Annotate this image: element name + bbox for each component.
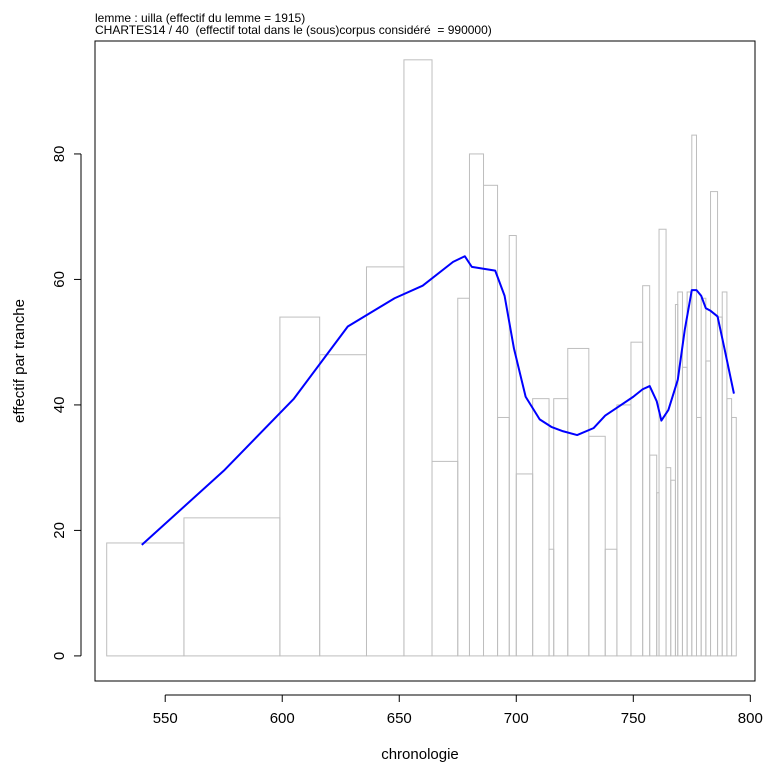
histogram-bar-16 (567, 347, 590, 657)
histogram-bar-0 (106, 542, 185, 657)
x-tick-label-550: 550 (153, 710, 178, 727)
histogram-bar-30 (686, 291, 693, 657)
plot-frame (94, 40, 756, 682)
histogram-bar-29 (681, 366, 688, 657)
x-tick-label-700: 700 (504, 710, 529, 727)
histogram-bar-5 (403, 59, 433, 657)
histogram-bar-17 (588, 435, 606, 657)
histogram-bar-31 (691, 134, 697, 657)
histogram-bar-33 (700, 297, 707, 657)
histogram-bar-7 (457, 297, 470, 657)
histogram-bar-24 (658, 228, 667, 657)
histogram-bar-34 (705, 360, 712, 657)
histogram-bar-4 (365, 266, 405, 657)
histogram-bar-20 (630, 341, 644, 657)
y-tick-label-0: 0 (51, 652, 68, 660)
x-tick-label-650: 650 (387, 710, 412, 727)
histogram-bar-11 (508, 235, 517, 657)
histogram-bar-26 (670, 479, 676, 657)
histogram-bar-36 (717, 316, 723, 657)
histogram-bar-13 (532, 398, 550, 657)
histogram-bar-18 (604, 548, 618, 657)
histogram-bar-19 (616, 404, 632, 657)
histogram-bar-32 (695, 416, 702, 657)
histogram-bar-2 (279, 316, 321, 657)
histogram-bar-22 (649, 454, 658, 657)
chart-title-line-1: lemme : uilla (effectif du lemme = 1915) (95, 11, 306, 25)
smooth-line-layer (141, 255, 735, 546)
histogram-bar-14 (548, 548, 555, 657)
x-tick-label-800: 800 (738, 710, 763, 727)
chart-title-line-2: CHARTES14 / 40 (effectif total dans le (… (95, 23, 492, 37)
y-tick-label-60: 60 (51, 271, 68, 288)
histogram-bar-21 (642, 285, 651, 657)
histogram-bar-9 (483, 184, 499, 657)
x-tick-label-750: 750 (621, 710, 646, 727)
histogram-bar-38 (726, 398, 733, 657)
x-tick-label-600: 600 (270, 710, 295, 727)
y-tick-label-40: 40 (51, 397, 68, 414)
y-axis-label: effectif par tranche (11, 299, 28, 423)
histogram-bar-3 (319, 354, 367, 657)
x-axis: 550 600 650 700 750 800 (153, 694, 763, 727)
histogram-bars (106, 59, 737, 657)
y-tick-label-80: 80 (51, 146, 68, 163)
histogram-bar-39 (731, 416, 737, 657)
histogram-bar-15 (553, 398, 569, 657)
histogram-bar-35 (710, 191, 719, 657)
y-axis: 0 20 40 60 80 (51, 146, 82, 660)
histogram-bar-12 (515, 473, 534, 657)
histogram-bar-10 (497, 416, 510, 657)
smooth-trend-line (141, 255, 735, 546)
histogram-bar-25 (665, 467, 672, 657)
x-axis-label: chronologie (381, 746, 459, 763)
y-tick-label-20: 20 (51, 522, 68, 539)
histogram-bar-6 (431, 460, 459, 657)
histogram-bar-8 (468, 153, 485, 657)
histogram-bar-1 (183, 517, 281, 657)
